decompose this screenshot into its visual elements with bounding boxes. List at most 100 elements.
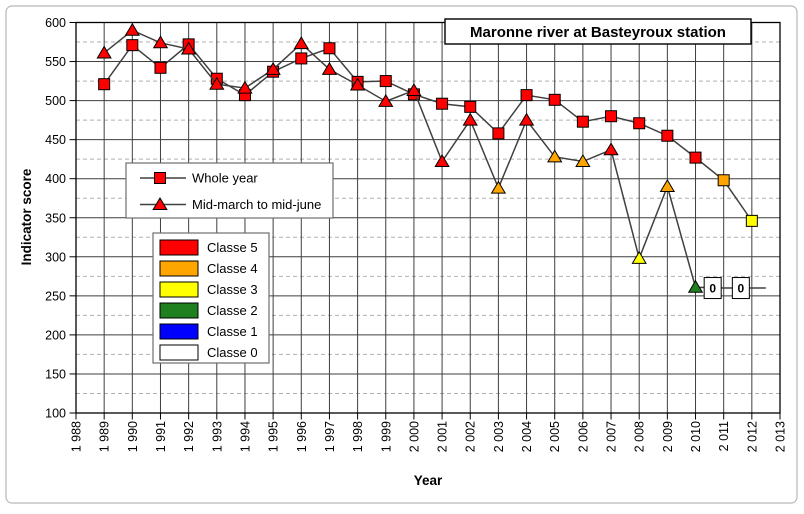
x-tick-label: 2 000 (407, 421, 421, 452)
zero-label-box-2011 (703, 277, 722, 300)
chart-title: Maronne river at Basteyroux station (470, 24, 726, 41)
y-tick-label: 400 (45, 172, 66, 186)
marker-mid-march-2010 (687, 279, 704, 293)
y-tick-label: 450 (45, 133, 66, 147)
marker-mid-march-1994 (237, 80, 253, 94)
x-tick-label: 2 010 (689, 421, 703, 452)
marker-whole-year-2009 (661, 129, 674, 142)
x-tick-label: 2 005 (548, 421, 562, 452)
y-axis-title: Indicator score (19, 168, 34, 265)
chart-title-frame (444, 18, 752, 45)
chart-title-box: Maronne river at Basteyroux station (444, 18, 752, 45)
x-tick-label: 1 998 (351, 421, 365, 452)
marker-whole-year-2012 (745, 214, 758, 227)
marker-whole-year-2005 (548, 93, 561, 106)
series-legend-triangle-icon (152, 197, 168, 210)
marker-whole-year-1991 (154, 61, 167, 74)
x-axis-title: Year (414, 473, 443, 488)
class-swatch-icon (159, 260, 199, 277)
zero-label-2011: 0 (709, 282, 716, 296)
marker-mid-march-2005 (547, 149, 563, 163)
y-tick-label: 200 (45, 328, 66, 342)
marker-whole-year-2010 (689, 151, 702, 164)
x-tick-label: 2 008 (633, 421, 647, 452)
class-label: Classe 4 (207, 261, 258, 276)
x-tick-label: 2 006 (576, 421, 590, 452)
series-legend-label: Whole year (192, 171, 258, 186)
x-tick-label: 1 988 (70, 421, 84, 452)
class-swatch-icon (159, 281, 199, 298)
marker-whole-year-2004 (520, 89, 533, 102)
class-swatch-icon (159, 302, 199, 319)
x-tick-label: 1 993 (210, 421, 224, 452)
zero-label-2012: 0 (737, 282, 744, 296)
class-swatch-icon (159, 323, 199, 340)
marker-mid-march-1991 (152, 35, 169, 49)
series-layer (96, 22, 766, 293)
marker-mid-march-2009 (659, 179, 676, 193)
marker-whole-year-2011 (717, 174, 730, 187)
x-tick-label: 2 013 (774, 421, 788, 452)
x-tick-label: 1 997 (323, 421, 337, 452)
marker-whole-year-2006 (576, 115, 589, 128)
x-tick-label: 1 999 (379, 421, 393, 452)
marker-whole-year-1996 (295, 52, 308, 65)
series-legend-square-icon (154, 172, 166, 184)
x-tick-label: 1 995 (267, 421, 281, 452)
y-tick-label: 100 (45, 407, 66, 421)
class-label: Classe 0 (207, 345, 258, 360)
marker-whole-year-1990 (126, 39, 139, 52)
x-tick-label: 1 990 (126, 421, 140, 452)
marker-whole-year-2007 (605, 110, 618, 123)
marker-whole-year-1999 (379, 75, 392, 88)
y-tick-label: 250 (45, 289, 66, 303)
marker-whole-year-2008 (633, 117, 646, 130)
marker-mid-march-2007 (603, 142, 619, 156)
marker-whole-year-2003 (492, 127, 505, 140)
zero-label-box-2012 (731, 277, 750, 300)
marker-mid-march-2004 (518, 112, 535, 126)
class-label: Classe 2 (207, 303, 258, 318)
x-tick-label: 2 007 (605, 421, 619, 452)
x-tick-label: 1 989 (98, 421, 112, 452)
x-tick-label: 1 992 (182, 421, 196, 452)
class-label: Classe 1 (207, 324, 258, 339)
x-tick-label: 2 012 (745, 421, 759, 452)
class-label: Classe 5 (207, 240, 258, 255)
marker-mid-march-1999 (378, 93, 394, 107)
marker-mid-march-2000 (406, 82, 422, 96)
x-tick-label: 2 003 (492, 421, 506, 452)
x-tick-label: 2 002 (464, 421, 478, 452)
chart-outer-border (5, 5, 798, 504)
y-tick-label: 350 (45, 211, 66, 225)
x-tick-label: 2 001 (436, 421, 450, 452)
marker-mid-march-1995 (265, 61, 281, 75)
marker-whole-year-2001 (436, 97, 449, 110)
marker-whole-year-1997 (323, 42, 336, 55)
marker-whole-year-1989 (98, 78, 111, 91)
x-tick-label: 1 994 (238, 421, 252, 452)
class-swatch-icon (159, 239, 199, 256)
y-tick-label: 500 (45, 94, 66, 108)
x-tick-label: 2 009 (661, 421, 675, 452)
marker-mid-march-2002 (462, 112, 478, 126)
class-label: Classe 3 (207, 282, 258, 297)
y-tick-label: 550 (45, 55, 66, 69)
overlay-layer: 0 0 Whole year Mid-march to mid-june Classe … (125, 162, 750, 364)
series-legend-label: Mid-march to mid-june (192, 197, 321, 212)
marker-mid-march-1993 (209, 76, 225, 90)
marker-mid-march-2001 (434, 154, 450, 168)
marker-mid-march-2008 (631, 250, 647, 264)
marker-mid-march-2003 (490, 180, 507, 194)
x-tick-label: 1 991 (154, 421, 168, 452)
x-tick-label: 2 004 (520, 421, 534, 452)
y-tick-label: 600 (45, 16, 66, 30)
marker-whole-year-2002 (464, 100, 477, 113)
marker-mid-march-1996 (293, 36, 309, 50)
x-tick-label: 2 011 (717, 421, 731, 451)
x-tick-label: 1 996 (295, 421, 309, 452)
marker-mid-march-1997 (321, 61, 338, 75)
marker-mid-march-1989 (96, 45, 112, 59)
